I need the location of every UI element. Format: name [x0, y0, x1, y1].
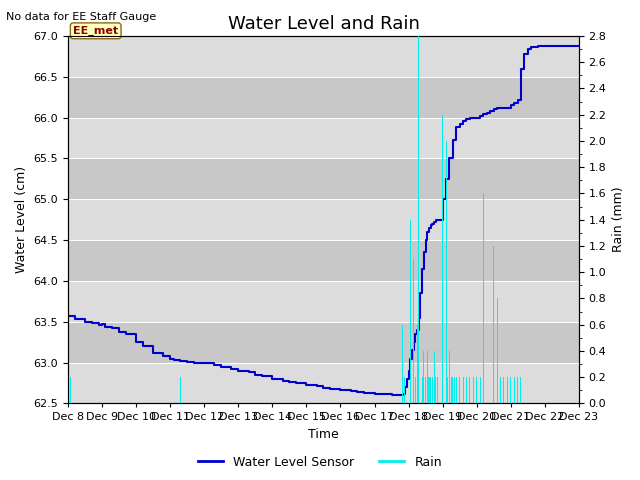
Bar	[510, 377, 511, 403]
Bar	[68, 118, 579, 158]
Bar	[459, 377, 460, 403]
Bar	[466, 377, 467, 403]
Bar	[449, 351, 450, 403]
Bar	[430, 377, 431, 403]
Bar	[473, 377, 474, 403]
Bar	[476, 377, 477, 403]
Legend: Water Level Sensor, Rain: Water Level Sensor, Rain	[193, 451, 447, 474]
Bar	[483, 193, 484, 403]
X-axis label: Time: Time	[308, 428, 339, 441]
Bar	[507, 377, 508, 403]
Bar	[427, 351, 428, 403]
Bar	[413, 259, 414, 403]
Bar	[514, 377, 515, 403]
Bar	[68, 199, 579, 240]
Bar	[435, 377, 436, 403]
Bar	[451, 377, 452, 403]
Text: No data for EE Staff Gauge: No data for EE Staff Gauge	[6, 12, 157, 22]
Bar	[68, 77, 579, 118]
Bar	[479, 377, 481, 403]
Bar	[68, 36, 579, 77]
Bar	[454, 377, 455, 403]
Bar	[456, 377, 457, 403]
Bar	[68, 158, 579, 199]
Bar	[415, 377, 416, 403]
Bar	[520, 377, 522, 403]
Bar	[68, 281, 579, 322]
Title: Water Level and Rain: Water Level and Rain	[227, 15, 419, 33]
Bar	[68, 362, 579, 403]
Bar	[404, 377, 405, 403]
Bar	[180, 377, 181, 403]
Bar	[517, 377, 518, 403]
Y-axis label: Rain (mm): Rain (mm)	[612, 187, 625, 252]
Bar	[493, 246, 494, 403]
Bar	[402, 324, 403, 403]
Bar	[447, 377, 448, 403]
Bar	[68, 240, 579, 281]
Bar	[437, 377, 438, 403]
Bar	[425, 377, 426, 403]
Bar	[68, 322, 579, 362]
Y-axis label: Water Level (cm): Water Level (cm)	[15, 166, 28, 273]
Bar	[410, 220, 411, 403]
Bar	[497, 299, 498, 403]
Bar	[500, 377, 501, 403]
Bar	[469, 377, 470, 403]
Bar	[442, 115, 443, 403]
Bar	[432, 377, 433, 403]
Text: EE_met: EE_met	[73, 25, 118, 36]
Bar	[445, 141, 447, 403]
Bar	[434, 351, 435, 403]
Bar	[452, 377, 453, 403]
Bar	[70, 377, 71, 403]
